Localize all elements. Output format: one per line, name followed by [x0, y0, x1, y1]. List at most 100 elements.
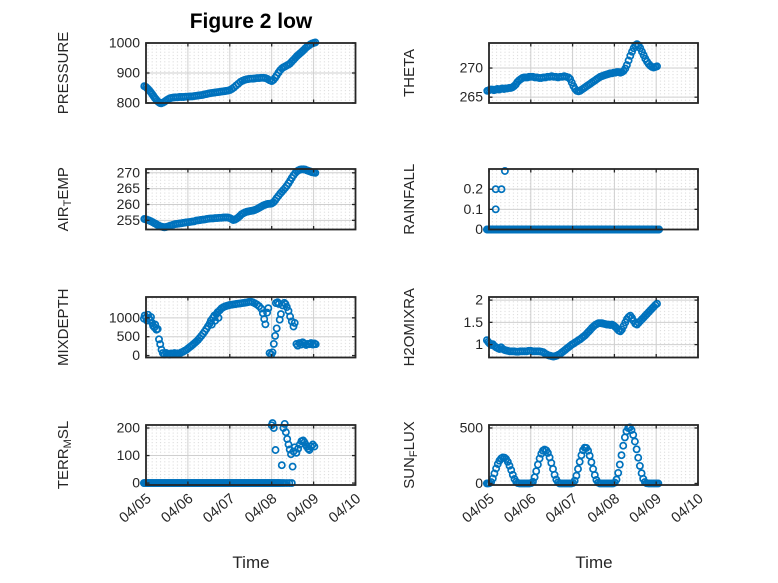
data-point — [311, 340, 320, 349]
subplot-sun-flux: 0 500 04/05 04/06 04/07 04/08 04/09 04/10 SUNFLU… — [401, 419, 707, 526]
data-point — [282, 303, 291, 312]
x-tick-label: 04/10 — [668, 491, 706, 527]
plot-frame — [488, 424, 699, 486]
y-tick-label: 1 — [475, 336, 483, 352]
data-point — [310, 442, 319, 451]
data-point — [653, 62, 661, 71]
major-gridlines — [146, 425, 356, 485]
minor-grid — [147, 298, 355, 357]
y-tick-label: 1000 — [109, 35, 140, 51]
data-point — [654, 479, 663, 488]
air_temp-series — [140, 165, 320, 232]
subplot-rainfall: 0 0.1 0.2 RAINFALL — [401, 164, 699, 237]
y-tick-label: 0.2 — [464, 181, 484, 197]
data-point — [619, 441, 628, 450]
data-point — [491, 205, 500, 214]
terr_msl-ylabel: TERRMSL — [55, 421, 74, 489]
air_temp-ylabel: AIRTEMP — [55, 167, 74, 231]
data-point — [263, 308, 272, 317]
tick-marks — [488, 297, 699, 358]
data-point — [214, 313, 223, 322]
x-tick-label: 04/06 — [158, 491, 196, 527]
data-point — [271, 331, 280, 340]
data-point — [612, 475, 621, 484]
data-point — [635, 461, 644, 470]
data-point — [264, 304, 273, 313]
x-tick-label: 04/10 — [326, 491, 364, 527]
data-point — [295, 339, 304, 348]
y-tick-label: 200 — [117, 420, 141, 436]
x-tick-label: 04/06 — [501, 491, 539, 527]
y-tick-label: 0 — [475, 221, 483, 237]
plot-frame — [145, 168, 357, 231]
xlabel-time-right: Time — [575, 553, 613, 572]
rainfall-ylabel: RAINFALL — [401, 164, 418, 235]
xlabel-time-left: Time — [232, 553, 270, 572]
tick-marks — [145, 425, 357, 485]
data-point — [284, 440, 293, 449]
x-tick-label: 04/05 — [116, 491, 154, 527]
x-tick-label: 04/07 — [543, 491, 581, 527]
data-point — [282, 479, 291, 488]
data-point — [497, 185, 506, 194]
major-gridlines — [146, 43, 356, 103]
y-tick-label: 0 — [475, 475, 483, 491]
data-point — [616, 327, 625, 336]
data-point — [155, 335, 163, 344]
plot-frame — [488, 42, 699, 104]
tick-marks — [145, 169, 357, 230]
y-tick-label: 260 — [117, 196, 141, 212]
y-tick-label: 1.5 — [464, 314, 484, 330]
data-point — [271, 446, 280, 454]
y-tick-label: 500 — [460, 419, 484, 435]
x-tick-label: 04/08 — [242, 491, 280, 527]
data-point — [153, 325, 162, 333]
x-tick-label: 04/08 — [585, 491, 623, 527]
y-tick-label: 2 — [475, 292, 483, 308]
y-tick-label: 0 — [132, 475, 140, 491]
theta-series — [483, 40, 661, 96]
data-point — [507, 466, 516, 475]
data-point — [653, 299, 661, 308]
minor-grid — [490, 44, 697, 102]
data-point — [289, 322, 298, 331]
x-tick-label: 04/09 — [284, 491, 322, 527]
data-point — [280, 419, 289, 428]
data-point — [590, 471, 599, 480]
data-point — [268, 348, 277, 357]
subplot-terr-msl: 0 100 200 04/05 04/06 04/07 04/08 04/09 04/10 TER… — [55, 419, 364, 527]
mixdepth-ylabel: MIXDEPTH — [55, 288, 72, 366]
data-point — [574, 465, 582, 473]
y-tick-label: 1000 — [109, 309, 140, 325]
y-tick-label: 265 — [460, 89, 484, 105]
y-tick-label: 100 — [117, 447, 141, 463]
data-point — [617, 451, 626, 460]
subplot-mixdepth: 0 500 1000 MIXDEPTH — [55, 288, 357, 366]
subplot-pressure: 800 900 1000 PRESSURE — [55, 32, 357, 115]
data-point — [268, 419, 277, 428]
y-tick-label: 270 — [460, 60, 484, 76]
data-point — [615, 460, 624, 469]
pressure-series — [140, 38, 320, 108]
tick-marks — [488, 169, 699, 231]
minor-grid — [147, 170, 355, 229]
data-point — [632, 445, 641, 454]
data-point — [505, 461, 514, 470]
tick-marks — [145, 297, 357, 358]
minor-grid — [147, 426, 355, 484]
data-point — [624, 56, 633, 65]
data-point — [257, 304, 266, 313]
y-tick-label: 265 — [117, 180, 141, 196]
sun_flux-ylabel: SUNFLUX — [401, 421, 420, 489]
y-tick-label: 0.1 — [464, 201, 484, 217]
data-point — [564, 73, 573, 82]
x-tick-label: 04/07 — [200, 491, 238, 527]
data-point — [294, 444, 303, 453]
pressure-ylabel: PRESSURE — [55, 32, 72, 115]
data-point — [508, 470, 517, 479]
tick-marks — [488, 425, 699, 485]
x-tick-label: 04/09 — [627, 491, 665, 527]
